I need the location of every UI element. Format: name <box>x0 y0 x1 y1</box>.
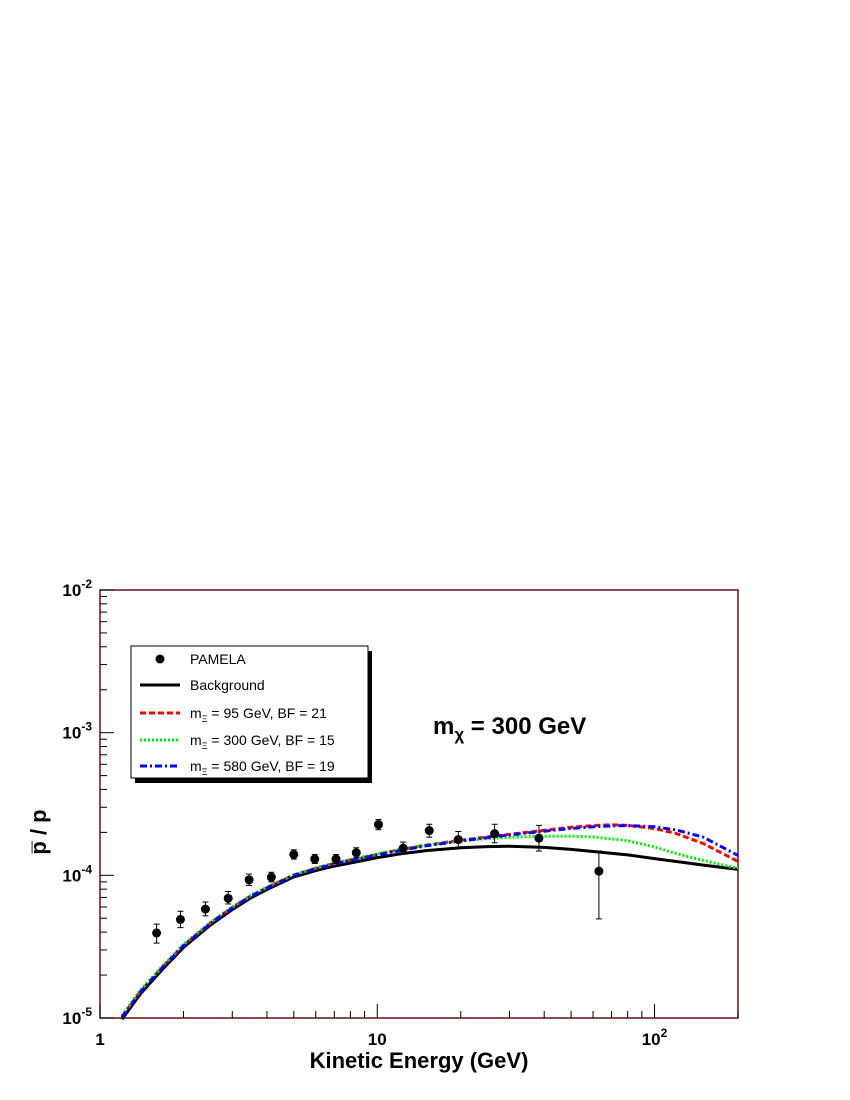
tick-labels: 1 10 102 10-5 10-4 10-3 10-2 <box>62 577 667 1049</box>
pamela-point <box>453 835 463 845</box>
pamela-point <box>398 843 408 853</box>
y-axis-title: p̅ / p <box>26 809 51 854</box>
legend-95gev-rest: = 95 GeV, BF = 21 <box>208 705 328 721</box>
pamela-point <box>424 826 434 836</box>
background-curve <box>120 844 739 1021</box>
pamela-point <box>200 904 210 914</box>
legend-580gev-main: m <box>190 758 202 774</box>
legend-300gev-main: m <box>190 732 202 748</box>
pamela-point <box>175 915 185 925</box>
legend-label-95gev: mΞ = 95 GeV, BF = 21 <box>190 705 327 724</box>
annotation-rest: = 300 GeV <box>464 713 586 740</box>
annotation-main: m <box>433 713 454 740</box>
legend-580gev-rest: = 580 GeV, BF = 19 <box>208 758 335 774</box>
y-tick-label: 10-3 <box>62 720 92 743</box>
legend-marker-pamela <box>155 654 165 664</box>
x-tick-label: 102 <box>642 1026 668 1049</box>
legend-95gev-sub: Ξ <box>202 714 208 724</box>
pamela-point <box>594 866 604 876</box>
pamela-point <box>331 854 341 864</box>
pamela-point <box>351 848 361 858</box>
legend-300gev-sub: Ξ <box>202 741 208 751</box>
legend-580gev-sub: Ξ <box>202 767 208 777</box>
x-tick-label: 10 <box>368 1030 387 1049</box>
pamela-point <box>244 875 254 885</box>
curve-300gev <box>120 834 739 1017</box>
pamela-point <box>152 928 162 938</box>
pamela-point <box>373 820 383 830</box>
pamela-point <box>534 833 544 843</box>
axis-ticks <box>99 589 739 1019</box>
pamela-point <box>266 872 276 882</box>
legend-label-300gev: mΞ = 300 GeV, BF = 15 <box>190 732 335 751</box>
legend-label-background: Background <box>190 677 265 693</box>
y-tick-label: 10-5 <box>62 1005 92 1028</box>
legend-95gev-main: m <box>190 705 202 721</box>
x-axis-title: Kinetic Energy (GeV) <box>310 1048 529 1073</box>
pamela-point <box>289 849 299 859</box>
curve-580gev <box>120 824 739 1019</box>
legend-300gev-rest: = 300 GeV, BF = 15 <box>208 732 335 748</box>
mass-annotation: mχ = 300 GeV <box>433 713 586 744</box>
data-points <box>152 819 604 944</box>
pamela-point <box>223 893 233 903</box>
annotation-subscript: χ <box>454 725 464 744</box>
pamela-point <box>490 829 500 839</box>
x-tick-label: 1 <box>95 1030 104 1049</box>
legend: PAMELA Background mΞ = 95 GeV, BF = 21 m… <box>130 645 372 783</box>
legend-label-pamela: PAMELA <box>190 651 246 667</box>
y-tick-label: 10-2 <box>62 577 92 600</box>
pamela-point <box>310 854 320 864</box>
legend-label-580gev: mΞ = 580 GeV, BF = 19 <box>190 758 335 777</box>
y-tick-label: 10-4 <box>62 862 92 885</box>
